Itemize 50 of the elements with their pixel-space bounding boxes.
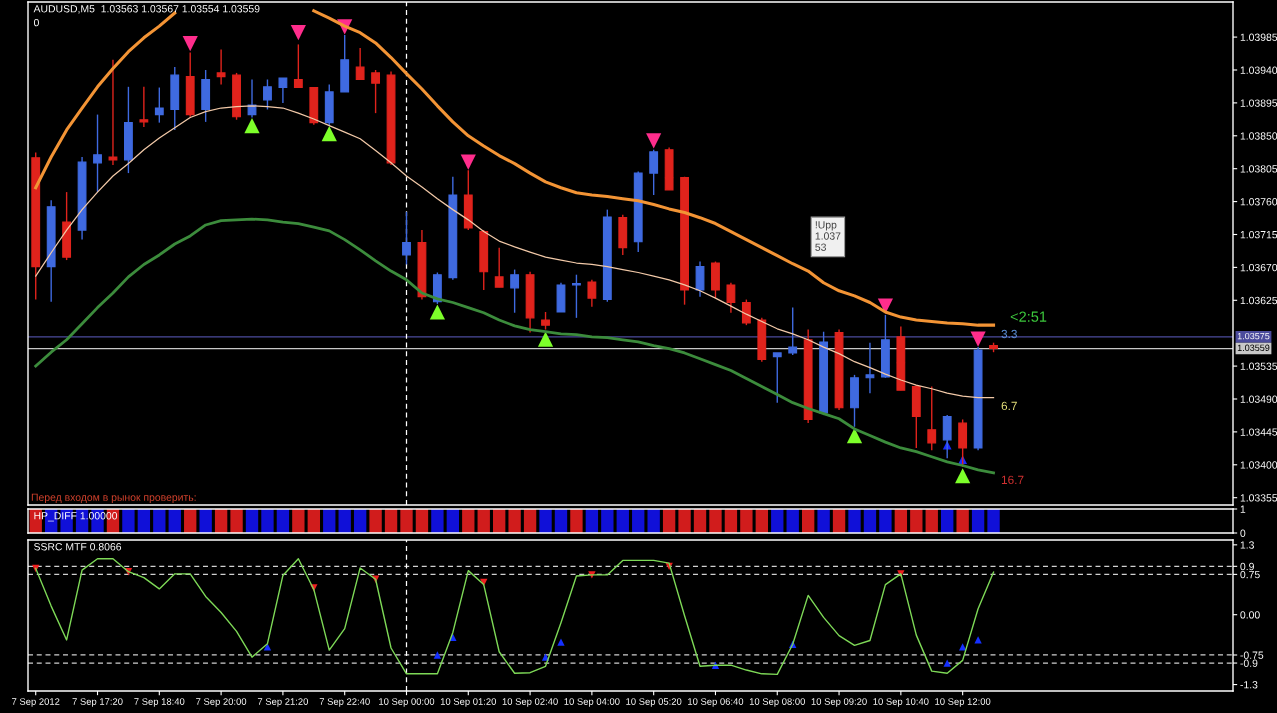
annotation: Перед входом в рынок проверить: [31, 493, 196, 503]
y-tick-label: 0 [1240, 529, 1246, 537]
x-tick-label: 10 Sep 02:40 [502, 698, 558, 707]
x-tick-label: 7 Sep 17:20 [72, 698, 123, 707]
y-tick-label: 1.03445 [1240, 428, 1277, 436]
x-tick-label: 10 Sep 08:00 [749, 698, 805, 707]
y-tick-label: 1.03850 [1240, 132, 1277, 140]
y-tick-label: 1.03805 [1240, 165, 1277, 173]
y-tick-label: -0.9 [1240, 659, 1258, 667]
y-tick-label: -1.3 [1240, 681, 1258, 689]
y-tick-label: 1 [1240, 505, 1246, 513]
y-tick-label: 1.03760 [1240, 198, 1277, 206]
x-tick-label: 10 Sep 09:20 [811, 698, 867, 707]
x-tick-label: 7 Sep 21:20 [257, 698, 309, 707]
chart-title: AUDUSD,M5 1.03563 1.03567 1.03554 1.03559 [33, 5, 260, 14]
x-tick-label: 7 Sep 18:40 [134, 698, 185, 707]
x-tick-label: 10 Sep 12:00 [935, 698, 991, 707]
x-tick-label: 10 Sep 10:40 [873, 698, 929, 707]
y-tick-label: 1.03355 [1240, 494, 1277, 502]
text: 0 [33, 18, 39, 27]
x-tick-label: 10 Sep 01:20 [440, 698, 497, 707]
ref-line-label: 1.03575 [1237, 332, 1270, 340]
x-tick-label: 7 Sep 2012 [12, 698, 60, 707]
x-tick-label: 7 Sep 20:00 [196, 698, 247, 707]
y-tick-label: 1.03625 [1240, 296, 1277, 305]
y-tick-label: 1.03715 [1240, 230, 1277, 239]
y-tick-label: 1.03490 [1240, 395, 1277, 403]
annotation: 3.3 [1001, 329, 1017, 339]
x-tick-label: 7 Sep 22:40 [319, 698, 370, 707]
y-tick-label: 1.3 [1240, 541, 1254, 549]
x-tick-label: 10 Sep 06:40 [688, 698, 744, 707]
x-tick-label: 10 Sep 04:00 [564, 698, 620, 707]
x-tick-label: 10 Sep 00:00 [379, 698, 435, 707]
ref-line-label: 1.03559 [1237, 344, 1270, 351]
y-tick-label: 1.03535 [1240, 362, 1277, 370]
chart-title: SSRC MTF 0.8066 [34, 543, 122, 551]
y-tick-label: 0.75 [1240, 570, 1260, 579]
annotation: 16.7 [1001, 475, 1024, 485]
y-tick-label: 1.03400 [1240, 461, 1277, 469]
y-tick-label: 1.03895 [1240, 99, 1277, 107]
annotation: !Upp 1.037 53 [815, 221, 841, 251]
y-tick-label: 1.03670 [1240, 263, 1277, 272]
y-tick-label: 1.03940 [1240, 66, 1277, 74]
y-tick-label: 0.9 [1240, 562, 1254, 571]
y-tick-label: 0.00 [1240, 611, 1260, 619]
y-tick-label: 1.03985 [1240, 33, 1277, 41]
annotation: 6.7 [1001, 401, 1017, 411]
y-tick-label: -0.75 [1240, 651, 1264, 659]
x-tick-label: 10 Sep 05:20 [626, 698, 682, 707]
annotation: <2:51 [1010, 311, 1047, 322]
